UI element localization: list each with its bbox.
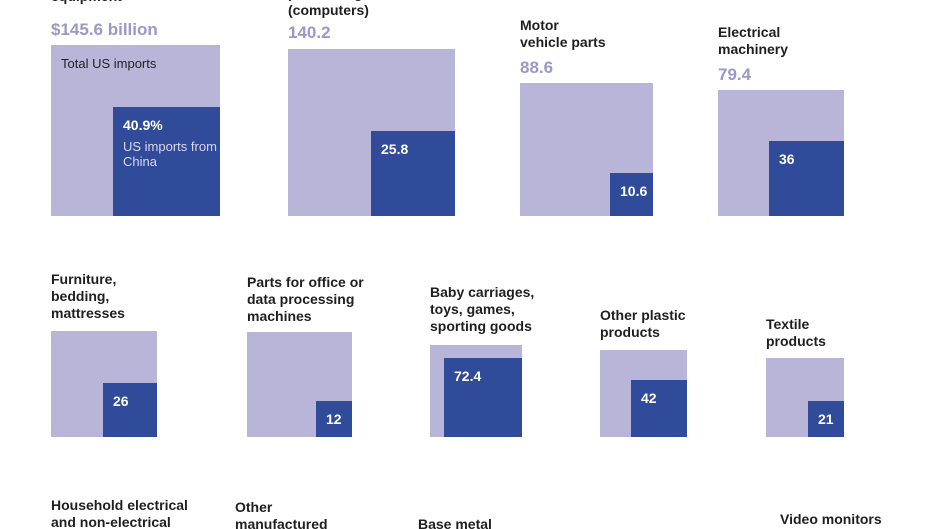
china-value-label: 42 xyxy=(641,390,657,406)
category-title: equipment xyxy=(51,0,122,5)
total-value-label: 88.6 xyxy=(520,58,554,77)
china-imports-square: 25.8 xyxy=(371,131,455,216)
total-value-label: $145.6 billion xyxy=(51,20,158,39)
total-value-label: 79.4 xyxy=(718,65,752,84)
china-imports-square: 36 xyxy=(769,141,844,216)
category-title: Electrical machinery xyxy=(718,24,789,57)
china-imports-square: 10.6 xyxy=(610,173,653,216)
category-title: Parts for office or data processing mach… xyxy=(247,274,364,324)
china-share-label: 40.9% xyxy=(123,117,163,133)
category-title: Video monitors xyxy=(780,511,882,527)
china-imports-square: 21 xyxy=(808,401,844,437)
china-value-label: 72.4 xyxy=(454,368,482,384)
china-imports-legend: US imports from China xyxy=(123,139,217,169)
china-imports-square: 26 xyxy=(103,383,157,437)
china-value-label: 36 xyxy=(779,151,795,167)
china-value-label: 26 xyxy=(113,393,129,409)
category-title: Household electrical and non-electrical xyxy=(51,497,188,529)
category-title: Textile products xyxy=(766,316,826,349)
category-title: Base metal xyxy=(418,516,492,529)
category-title: Baby carriages, toys, games, sporting go… xyxy=(430,284,535,334)
china-imports-square: 40.9% US imports from China xyxy=(113,107,220,216)
total-imports-legend: Total US imports xyxy=(61,56,157,71)
china-value-label: 10.6 xyxy=(620,183,648,199)
category-title: Furniture, bedding, mattresses xyxy=(51,271,125,321)
china-imports-square: 42 xyxy=(631,380,687,437)
category-title: Motor vehicle parts xyxy=(520,17,606,50)
china-value-label: 21 xyxy=(818,411,834,427)
total-value-label: 140.2 xyxy=(288,23,331,42)
china-value-label: 25.8 xyxy=(381,141,409,157)
china-value-label: 12 xyxy=(326,411,342,427)
category-title: processing machines (computers) xyxy=(288,0,431,18)
category-title: Other plastic products xyxy=(600,307,686,340)
china-imports-square: 12 xyxy=(316,401,352,437)
china-imports-square: 72.4 xyxy=(444,358,522,437)
category-title: Other manufactured xyxy=(235,499,328,529)
